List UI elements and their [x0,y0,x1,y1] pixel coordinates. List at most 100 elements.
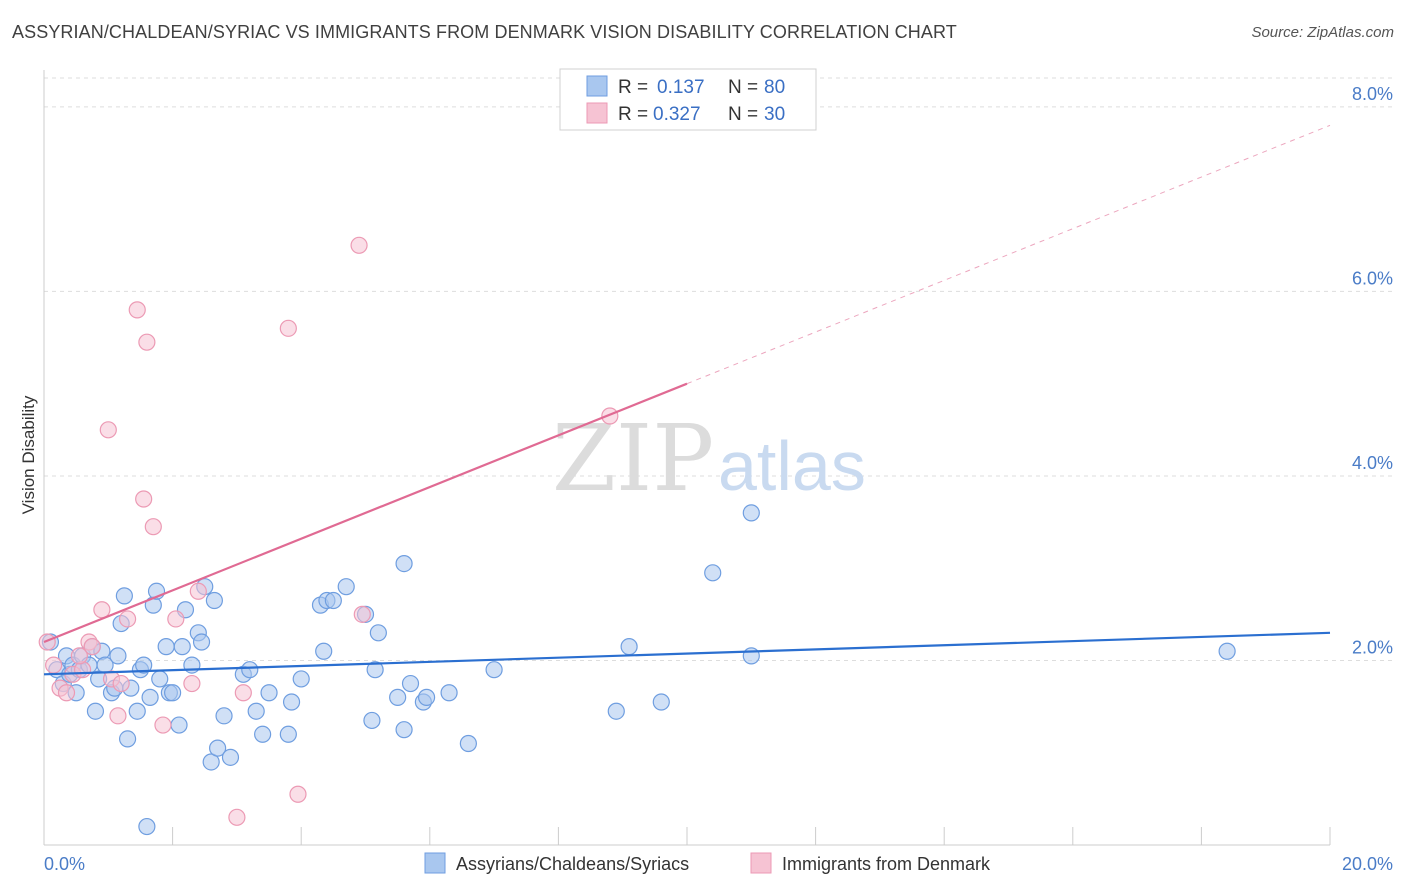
blue-point [282,693,301,711]
pink-point [228,808,246,826]
pink-point [135,490,153,508]
source-label: Source: ZipAtlas.com [1251,24,1394,41]
y-axis-title: Vision Disability [19,395,38,514]
legend-r-value-1: 0.137 [657,77,705,98]
pink-point [45,656,63,674]
blue-point [164,684,182,702]
pink-point [234,684,252,702]
blue-point [742,504,760,522]
legend-swatch-pink [586,102,608,124]
pink-point [167,610,185,628]
legend-n-value-2: 30 [764,104,785,125]
blue-point [128,702,146,720]
pink-point [154,716,172,734]
blue-point [459,734,477,753]
series-legend-label-blue: Assyrians/Chaldeans/Syriacs [456,854,689,874]
points-layer [38,236,1236,836]
blue-point [221,748,240,766]
blue-point [395,555,413,573]
blue-point [135,656,153,674]
watermark-atlas: atlas [718,427,866,505]
pink-point [38,633,56,651]
pink-point [118,610,137,628]
pink-point [189,582,207,600]
blue-point [209,739,227,757]
blue-point [141,688,159,706]
series-legend-swatch-pink [750,852,772,874]
blue-point [192,633,211,651]
pink-point [279,319,297,337]
series-legend: Assyrians/Chaldeans/Syriacs Immigrants f… [424,852,991,874]
blue-point [1218,642,1236,660]
blue-point [395,721,413,739]
pink-point [289,785,307,803]
blue-point [279,725,297,743]
blue-point [173,638,191,656]
pink-point [99,421,117,439]
blue-point [363,711,381,730]
y-tick-label: 4.0% [1352,453,1393,473]
blue-point [292,670,310,688]
pink-point [70,647,88,665]
chart-title: ASSYRIAN/CHALDEAN/SYRIAC VS IMMIGRANTS F… [12,22,957,42]
legend-n-value-1: 80 [764,77,785,98]
blue-point [607,702,625,720]
series-legend-swatch-blue [424,852,446,874]
blue-point [324,591,342,610]
blue-point [241,661,259,679]
blue-point [115,587,133,605]
blue-point [389,688,407,706]
pink-point [350,236,368,254]
blue-point [205,591,223,610]
blue-point [86,702,105,720]
blue-point [247,702,265,720]
legend-r-label-2: R = [618,104,648,125]
blue-point [620,638,638,656]
blue-point [215,707,233,725]
blue-point [170,716,188,734]
blue-point [485,661,503,679]
blue-point [652,693,670,711]
trend-layer [43,124,1331,676]
y-tick-label: 6.0% [1352,268,1393,288]
blue-point [337,578,355,596]
blue-trend-line [43,631,1331,676]
series-legend-label-pink: Immigrants from Denmark [782,854,991,874]
blue-point [157,638,175,656]
pink-point [83,638,101,656]
pink-point [112,674,130,693]
watermark-zip: ZIP [552,405,714,512]
legend-r-value-2: 0.327 [653,104,701,125]
blue-point [401,674,420,693]
blue-point [118,730,137,748]
blue-point [202,753,220,771]
watermark: ZIP atlas [552,405,866,512]
blue-point [440,684,458,702]
legend-r-label-1: R = [618,77,648,98]
pink-point [138,333,156,351]
correlation-legend: R = 0.137 N = 80 R = 0.327 N = 30 [559,68,817,131]
axis-layer: 2.0% 4.0% 6.0% 8.0% 0.0% 20.0% [43,70,1393,874]
blue-point [417,688,436,706]
x-tick-label-max: 20.0% [1342,854,1393,874]
pink-point [144,518,162,536]
blue-point [315,642,333,660]
blue-point [138,817,156,836]
pink-point [353,605,371,623]
y-tick-label: 2.0% [1352,637,1393,657]
blue-point [260,684,278,702]
blue-point [369,624,387,642]
pink-point [93,601,111,619]
pink-point [109,707,127,725]
blue-point [254,725,272,743]
blue-point [151,670,169,688]
y-tick-label: 8.0% [1352,84,1393,104]
pink-point [183,674,201,693]
legend-n-label-1: N = [728,77,758,98]
legend-n-label-2: N = [728,104,758,125]
legend-swatch-blue [586,75,608,97]
pink-point [57,684,76,702]
blue-point [366,661,384,679]
x-tick-label-min: 0.0% [44,854,85,874]
